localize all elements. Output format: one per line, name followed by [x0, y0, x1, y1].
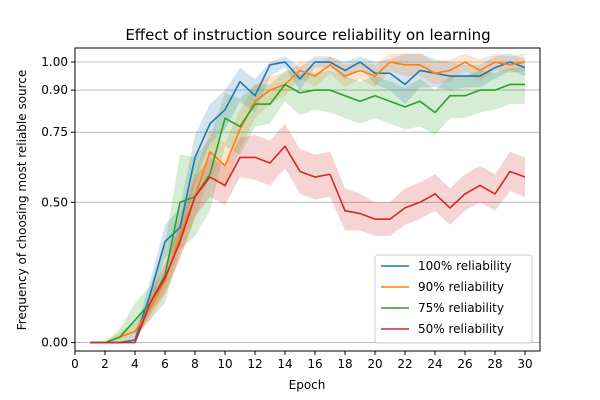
x-axis-label: Epoch — [289, 378, 326, 392]
x-tick-label-6: 12 — [247, 357, 262, 371]
x-tick-label-3: 6 — [161, 357, 169, 371]
legend-entries: 100% reliability 90% reliability 75% relia… — [381, 259, 512, 336]
x-tick-label-15: 30 — [517, 357, 532, 371]
x-tick-label-7: 14 — [277, 357, 292, 371]
y-tick-label-1: 0.50 — [41, 195, 68, 209]
x-tick-label-1: 2 — [101, 357, 109, 371]
chart-title: Effect of instruction source reliability… — [125, 26, 490, 44]
legend-label-2: 75% reliability — [418, 301, 504, 315]
line-series-3 — [90, 145, 526, 344]
series-lines — [90, 61, 526, 344]
y-axis-label: Frequency of choosing most reliable sour… — [15, 70, 29, 331]
legend-label-1: 90% reliability — [418, 280, 504, 294]
y-tick-label-3: 0.90 — [41, 83, 68, 97]
y-axis-ticks: 0.00 0.50 0.75 0.90 1.00 — [41, 55, 75, 350]
y-tick-label-0: 0.00 — [41, 336, 68, 350]
band-series-0 — [90, 53, 525, 343]
x-tick-label-12: 24 — [427, 357, 442, 371]
x-tick-label-2: 4 — [131, 357, 139, 371]
legend-label-3: 50% reliability — [418, 322, 504, 336]
x-tick-label-8: 16 — [307, 357, 322, 371]
legend-label-0: 100% reliability — [418, 259, 512, 273]
line-series-2 — [90, 83, 525, 344]
band-series-2 — [90, 67, 525, 343]
legend-box — [374, 254, 533, 344]
band-series-3 — [90, 123, 525, 343]
x-tick-label-14: 28 — [487, 357, 502, 371]
x-tick-label-11: 22 — [397, 357, 412, 371]
y-tick-label-4: 1.00 — [41, 55, 68, 69]
x-tick-label-10: 20 — [367, 357, 382, 371]
legend: 100% reliability 90% reliability 75% relia… — [374, 254, 533, 344]
plot-area-frame — [74, 47, 541, 352]
line-series-1 — [90, 61, 526, 344]
x-tick-label-9: 18 — [337, 357, 352, 371]
y-tick-label-2: 0.75 — [41, 125, 68, 139]
x-tick-label-5: 10 — [217, 357, 232, 371]
x-axis-ticks: 0 2 4 6 8 10 12 14 16 18 20 22 24 26 28 30 — [71, 351, 533, 371]
x-tick-label-13: 26 — [457, 357, 472, 371]
x-tick-label-0: 0 — [71, 357, 79, 371]
confidence-bands — [90, 53, 525, 343]
line-series-0 — [90, 61, 526, 344]
x-tick-label-4: 8 — [191, 357, 199, 371]
